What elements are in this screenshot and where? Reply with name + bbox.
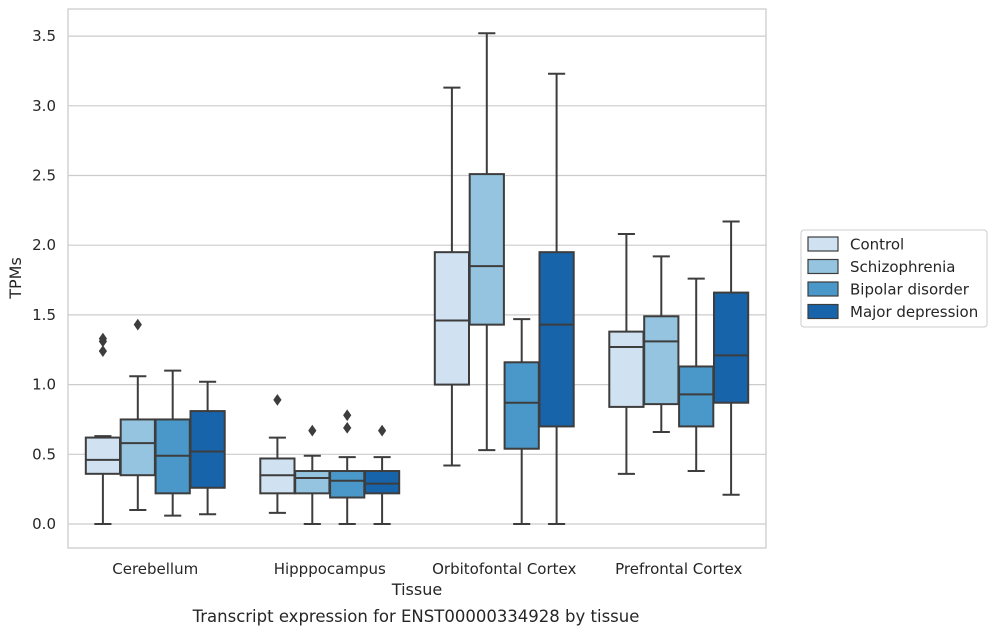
- box-group: [119, 318, 156, 512]
- y-tick-label: 0.0: [32, 515, 56, 533]
- legend-label: Schizophrenia: [850, 258, 955, 276]
- outlier-point: [133, 318, 142, 331]
- outlier-point: [343, 409, 352, 422]
- box: [678, 365, 715, 428]
- box-group: [433, 86, 471, 467]
- boxes: [84, 32, 750, 525]
- box: [433, 251, 471, 386]
- box-group: [712, 220, 750, 496]
- box: [538, 251, 575, 428]
- y-tick-labels: 0.0 0.5 1.0 1.5 2.0 2.5 3.0 3.5: [32, 27, 56, 533]
- x-tick-label: Hipppocampus: [274, 560, 386, 578]
- legend-swatch: [807, 236, 839, 252]
- legend-label: Bipolar disorder: [850, 281, 970, 299]
- outlier-point: [98, 345, 108, 358]
- y-tick-label: 0.5: [32, 445, 56, 463]
- box: [363, 470, 401, 495]
- box: [643, 315, 680, 406]
- y-tick-label: 1.0: [32, 376, 56, 394]
- x-tick-labels: Cerebellum Hipppocampus Orbitofontal Corte…: [112, 560, 742, 578]
- box: [329, 470, 366, 499]
- x-tick-label: Prefrontal Cortex: [615, 560, 742, 578]
- outlier-point: [98, 332, 108, 345]
- x-tick-label: Orbitofontal Cortex: [432, 560, 576, 578]
- outlier-point: [273, 394, 282, 406]
- x-axis-title: Tissue: [391, 580, 442, 599]
- box-group: [643, 255, 680, 433]
- box: [503, 361, 540, 450]
- outlier-point: [343, 421, 352, 434]
- legend-items: Control Schizophrenia Bipolar disorder Majo…: [807, 236, 978, 321]
- y-axis-title: TPMs: [6, 257, 25, 300]
- box: [119, 418, 156, 477]
- legend-label: Control: [850, 236, 904, 254]
- box: [608, 330, 645, 408]
- y-tick-label: 2.5: [32, 167, 56, 185]
- legend-frame: [800, 229, 988, 328]
- box-group: [363, 424, 401, 525]
- box-group: [329, 409, 366, 525]
- legend-swatch: [807, 258, 839, 275]
- box-group: [538, 72, 575, 525]
- legend-swatch: [807, 303, 839, 320]
- x-tick-label: Cerebellum: [112, 560, 198, 578]
- chart-caption: Transcript expression for ENST0000033492…: [192, 607, 640, 626]
- y-tick-label: 2.0: [32, 236, 56, 254]
- box-group: [154, 369, 191, 517]
- box-group: [468, 32, 505, 452]
- legend: Control Schizophrenia Bipolar disorder Majo…: [800, 229, 988, 328]
- box-group: [294, 424, 331, 525]
- box-group: [84, 332, 122, 525]
- y-tick-label: 3.5: [32, 27, 56, 45]
- box-group: [259, 394, 296, 514]
- box: [84, 436, 122, 475]
- outlier-point: [377, 424, 387, 437]
- box-group: [189, 380, 226, 516]
- outlier-point: [308, 424, 317, 437]
- y-tick-label: 3.0: [32, 97, 56, 115]
- box: [468, 173, 505, 326]
- box-group: [608, 233, 645, 475]
- box: [294, 470, 331, 495]
- legend-label: Major depression: [850, 303, 978, 321]
- box-group: [678, 277, 715, 473]
- legend-swatch: [807, 281, 839, 297]
- box-group: [503, 318, 540, 525]
- plot-frame: [67, 8, 767, 549]
- box: [189, 410, 226, 489]
- box: [712, 291, 750, 404]
- y-tick-label: 1.5: [32, 306, 56, 324]
